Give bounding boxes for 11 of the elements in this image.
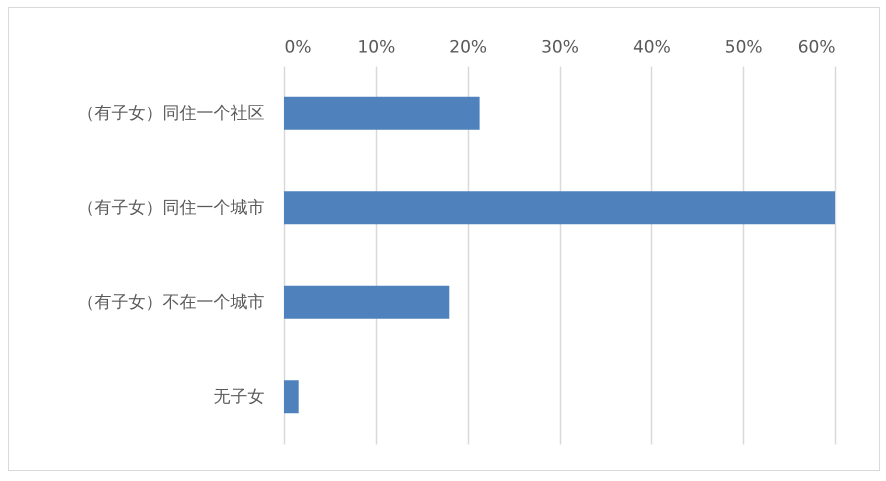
x-tick-label: 0% <box>284 38 312 58</box>
x-tick-label: 60% <box>798 38 836 58</box>
y-tick-label: （有子女）同住一个社区 <box>78 103 264 124</box>
x-tick-label: 50% <box>724 38 763 58</box>
y-tick-label: （有子女）不在一个城市 <box>78 292 264 312</box>
x-tick-label: 30% <box>541 38 579 58</box>
x-tick-label: 20% <box>449 38 488 58</box>
x-tick-label: 40% <box>632 38 671 58</box>
y-tick-label: 无子女 <box>214 386 264 407</box>
x-tick-label: 10% <box>357 38 396 58</box>
y-tick-label: （有子女）同住一个城市 <box>78 198 264 218</box>
